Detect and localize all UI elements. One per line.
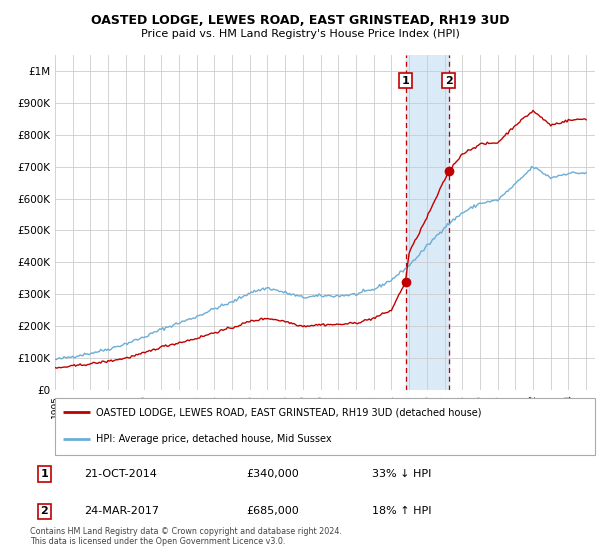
FancyBboxPatch shape xyxy=(55,398,595,455)
Text: £340,000: £340,000 xyxy=(247,469,299,479)
Text: OASTED LODGE, LEWES ROAD, EAST GRINSTEAD, RH19 3UD (detached house): OASTED LODGE, LEWES ROAD, EAST GRINSTEAD… xyxy=(95,407,481,417)
Text: OASTED LODGE, LEWES ROAD, EAST GRINSTEAD, RH19 3UD: OASTED LODGE, LEWES ROAD, EAST GRINSTEAD… xyxy=(91,14,509,27)
Text: 2: 2 xyxy=(40,506,48,516)
Text: 1: 1 xyxy=(401,76,409,86)
Text: £685,000: £685,000 xyxy=(247,506,299,516)
Text: 2: 2 xyxy=(445,76,452,86)
Text: 24-MAR-2017: 24-MAR-2017 xyxy=(84,506,159,516)
Bar xyxy=(406,55,449,390)
Text: HPI: Average price, detached house, Mid Sussex: HPI: Average price, detached house, Mid … xyxy=(95,434,331,444)
Text: 33% ↓ HPI: 33% ↓ HPI xyxy=(372,469,431,479)
Text: 18% ↑ HPI: 18% ↑ HPI xyxy=(372,506,431,516)
Text: Price paid vs. HM Land Registry's House Price Index (HPI): Price paid vs. HM Land Registry's House … xyxy=(140,29,460,39)
Text: 1: 1 xyxy=(40,469,48,479)
Text: 21-OCT-2014: 21-OCT-2014 xyxy=(84,469,157,479)
Text: Contains HM Land Registry data © Crown copyright and database right 2024.
This d: Contains HM Land Registry data © Crown c… xyxy=(30,526,342,546)
